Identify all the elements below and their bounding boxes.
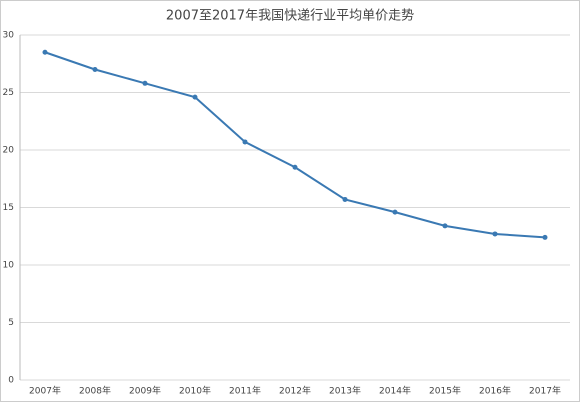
- marker: [492, 231, 498, 237]
- y-tick-label: 15: [3, 203, 14, 213]
- y-tick-label: 5: [8, 318, 14, 328]
- x-tick-label: 2015年: [429, 385, 461, 397]
- x-tick-label: 2007年: [29, 385, 61, 397]
- x-tick-label: 2008年: [79, 385, 111, 397]
- marker: [392, 209, 398, 215]
- x-tick-label: 2011年: [229, 385, 261, 397]
- marker: [342, 196, 348, 202]
- x-tick-label: 2017年: [529, 385, 561, 397]
- marker: [142, 80, 148, 86]
- x-tick-label: 2012年: [279, 385, 311, 397]
- y-tick-label: 20: [3, 146, 15, 156]
- marker: [542, 234, 548, 240]
- x-tick-label: 2014年: [379, 385, 411, 397]
- marker: [242, 139, 248, 145]
- y-tick-label: 30: [3, 31, 15, 41]
- y-tick-label: 10: [3, 261, 15, 271]
- y-tick-label: 0: [8, 376, 14, 386]
- y-tick-label: 25: [3, 88, 14, 98]
- marker: [192, 94, 198, 100]
- x-tick-label: 2013年: [329, 385, 361, 397]
- marker: [92, 67, 98, 72]
- marker: [42, 49, 48, 55]
- marker: [442, 223, 448, 229]
- marker: [292, 164, 298, 170]
- chart-title: 2007至2017年我国快递行业平均单价走势: [166, 8, 414, 24]
- x-tick-label: 2016年: [479, 385, 511, 397]
- x-tick-label: 2010年: [179, 385, 211, 397]
- x-tick-label: 2009年: [129, 385, 161, 397]
